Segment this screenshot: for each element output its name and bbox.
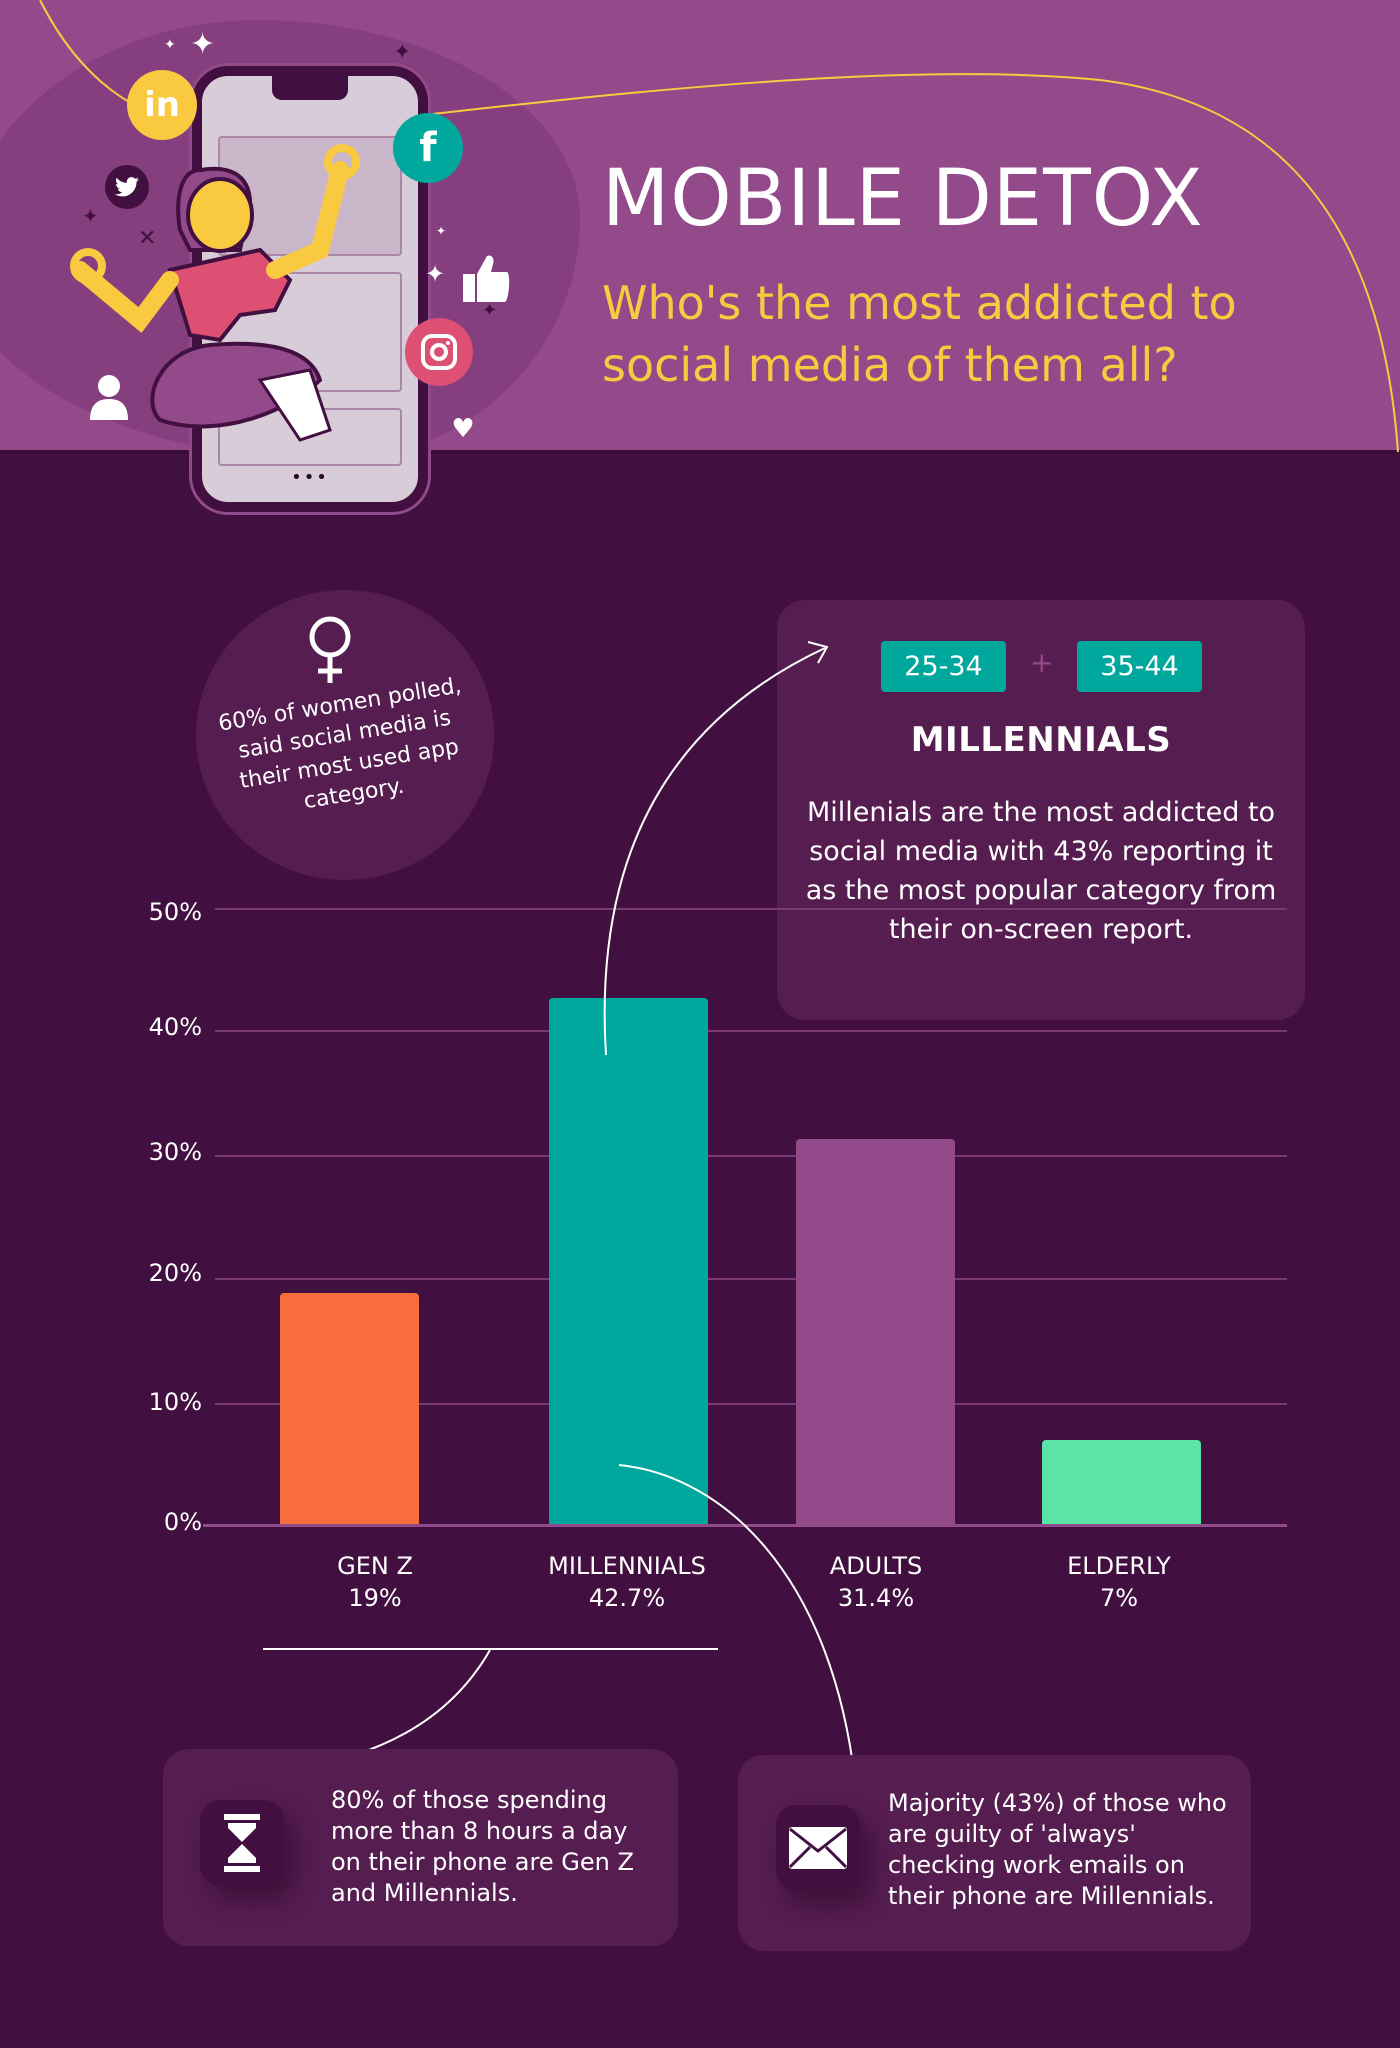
y-tick-label: 10% [148, 1388, 202, 1416]
bar-gen-z [280, 1293, 419, 1526]
bar-elderly [1042, 1440, 1201, 1526]
stat-card-emails: Majority (43%) of those who are guilty o… [738, 1755, 1251, 1951]
millennials-info-box [777, 600, 1305, 1020]
category-name: ELDERLY [1067, 1552, 1171, 1580]
x-axis-baseline [203, 1524, 1287, 1527]
sparkle-icon: ✦ [164, 37, 176, 53]
phone-notch [272, 74, 348, 100]
stat-card-hours: 80% of those spending more than 8 hours … [163, 1749, 678, 1946]
page-title: MOBILE DETOX [602, 154, 1204, 244]
thumbs-up-icon [458, 250, 514, 306]
y-tick-label: 40% [148, 1013, 202, 1041]
phone-frame: ••• [192, 66, 428, 512]
phone-dots: ••• [291, 467, 329, 488]
x-label-elderly: ELDERLY 7% [1009, 1550, 1229, 1614]
bar-millennials [549, 998, 708, 1526]
plus-sign: + [1030, 646, 1054, 679]
sparkle-icon: ✦ [393, 40, 412, 65]
category-name: MILLENNIALS [548, 1552, 706, 1580]
page-subtitle: Who's the most addicted to social media … [602, 276, 1237, 392]
millennials-title: MILLENNIALS [910, 720, 1172, 760]
heart-icon: ♥ [451, 414, 475, 444]
millennials-description: Millenials are the most addicted to soci… [805, 797, 1277, 945]
gridline [215, 1155, 1287, 1157]
y-tick-label: 0% [163, 1508, 202, 1536]
twitter-icon [105, 165, 149, 209]
gridline [215, 1030, 1287, 1032]
gridline [215, 1403, 1287, 1405]
age-tag: 25-34 [881, 641, 1006, 692]
user-icon [86, 372, 132, 422]
x-label-gen-z: GEN Z 19% [265, 1550, 485, 1614]
sparkle-icon: ✦ [482, 300, 498, 321]
sparkle-icon: ✦ [436, 224, 447, 238]
category-name: ADULTS [829, 1552, 923, 1580]
sparkle-icon: ✦ [82, 204, 99, 228]
y-tick-label: 50% [148, 898, 202, 926]
envelope-icon [776, 1805, 860, 1891]
stat-card-text: Majority (43%) of those who are guilty o… [888, 1789, 1227, 1910]
x-label-adults: ADULTS 31.4% [766, 1550, 986, 1614]
female-symbol-icon [309, 616, 351, 683]
linkedin-icon: in [127, 70, 197, 140]
stat-card-text: 80% of those spending more than 8 hours … [331, 1786, 634, 1907]
hourglass-icon [200, 1800, 284, 1886]
meditating-woman-illustration [70, 144, 360, 442]
category-value: 7% [1099, 1584, 1139, 1612]
sparkle-icon: ✦ [425, 260, 446, 288]
gridline [215, 1278, 1287, 1280]
category-name: GEN Z [337, 1552, 413, 1580]
category-value: 42.7% [588, 1584, 666, 1612]
facebook-icon: f [393, 113, 463, 183]
women-stat-circle [196, 590, 494, 880]
y-tick-label: 30% [148, 1138, 202, 1166]
x-label-millennials: MILLENNIALS 42.7% [517, 1550, 737, 1614]
sparkle-icon: ✦ [190, 27, 216, 62]
y-tick-label: 20% [148, 1259, 202, 1287]
instagram-icon [405, 318, 473, 386]
category-value: 31.4% [837, 1584, 915, 1612]
gridline [215, 908, 1287, 910]
category-value: 19% [348, 1584, 402, 1612]
bar-adults [796, 1139, 955, 1526]
cross-icon: ✕ [138, 226, 157, 251]
age-tag: 35-44 [1077, 641, 1202, 692]
